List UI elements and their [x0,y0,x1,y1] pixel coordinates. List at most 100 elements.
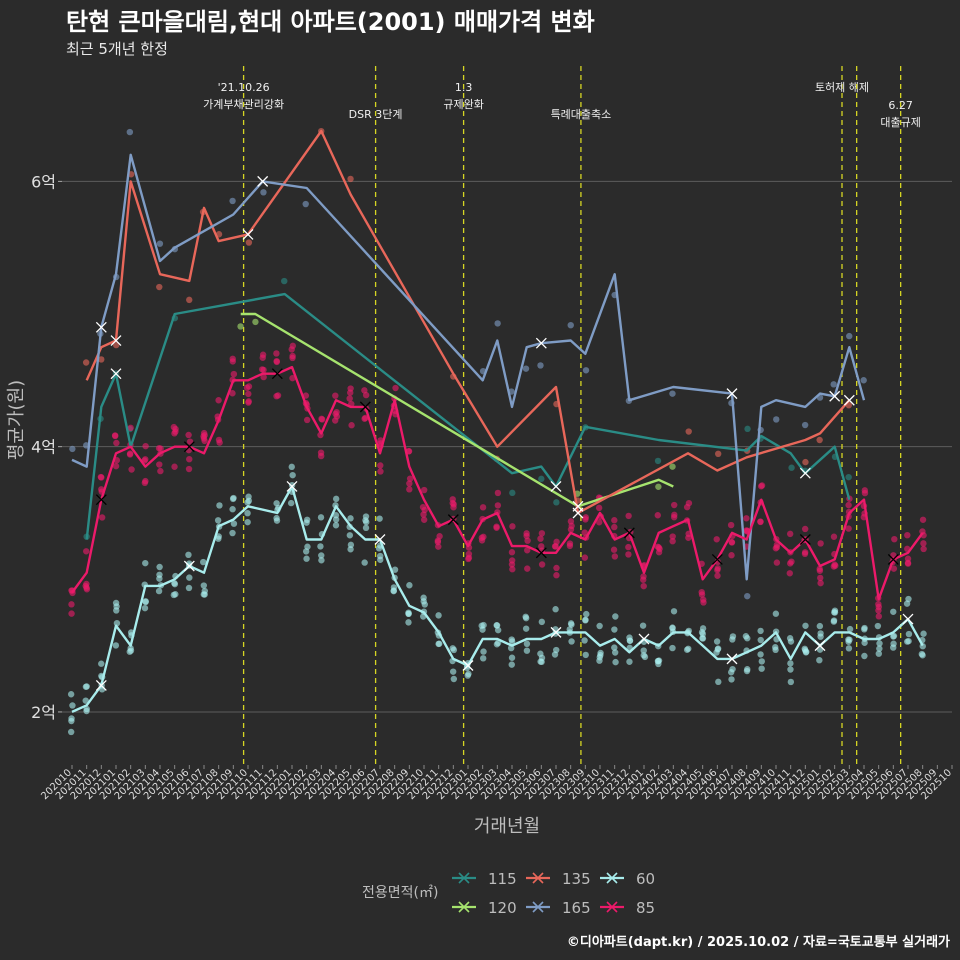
series-85-dot-6-1 [155,445,163,452]
series-85-dot-40-4 [654,543,661,550]
series-85-dot-57-2 [904,559,912,567]
series-165-dot-19-0 [669,390,676,397]
series-85-dot-0-0 [68,610,75,617]
series-85-dot-11-2 [229,358,237,365]
series-85-dot-16-1 [303,416,311,424]
legend-label-60: 60 [636,870,655,888]
series-85-dot-28-0 [479,504,487,511]
series-60-dot-20-4 [376,552,384,560]
series-165-dot-9-0 [302,200,309,208]
series-85-dot-52-4 [830,563,838,570]
series-85-dot-23-3 [406,486,413,493]
series-165-dot-15-0 [567,321,574,329]
series-60-dot-7-2 [171,579,178,587]
series-60-marker-8 [183,560,195,572]
series-60-dot-16-3 [318,557,325,564]
series-85-dot-33-2 [553,572,560,579]
series-60-dot-2-2 [98,660,105,667]
series-60-dot-9-4 [201,591,208,598]
series-85-dot-20-2 [362,391,370,399]
series-165-dot-7-0 [229,197,236,205]
series-85-dot-56-0 [891,535,898,543]
series-85-dot-26-4 [450,501,457,508]
series-115-dot-6-0 [509,489,516,497]
series-85-dot-1-4 [83,584,90,591]
series-60-dot-25-0 [449,668,457,675]
series-85-dot-51-4 [817,540,824,547]
series-85-dot-30-1 [508,549,516,556]
series-85-dot-3-3 [112,462,120,470]
series-85-dot-52-1 [830,533,838,540]
series-60-dot-53-2 [861,652,868,660]
series-60-dot-12-0 [244,509,251,517]
series-135-marker-20 [843,394,855,406]
series-85-dot-37-0 [611,523,618,531]
series-85-dot-18-0 [332,392,339,399]
legend-swatch-mark-115 [458,872,470,884]
event-label-2-a: 1.3 [455,81,473,94]
series-85-dot-53-3 [845,525,852,532]
series-135-dot-16-0 [714,450,722,458]
series-60-dot-19-1 [361,559,368,566]
series-85-dot-20-4 [362,414,369,422]
series-135-marker-2 [110,335,122,347]
series-60-dot-21-0 [391,566,399,573]
legend-swatch-mark-60 [606,872,618,884]
series-60-dot-54-4 [876,640,883,647]
series-85-dot-38-3 [625,551,632,558]
series-60-dot-7-4 [170,591,178,599]
series-60-dot-6-3 [156,571,163,578]
series-85-dot-45-4 [728,552,735,559]
legend-swatch-mark-135 [532,872,544,884]
series-135-dot-1-0 [98,356,105,363]
series-120-dot-1-0 [252,318,259,326]
series-85-dot-13-4 [260,366,267,374]
series-60-dot-15-1 [303,519,310,526]
series-60-dot-22-0 [406,582,413,589]
series-135-dot-15-0 [685,428,692,435]
series-60-dot-19-4 [362,517,369,524]
series-60-dot-34-0 [582,651,589,659]
series-135-dot-19-0 [816,436,823,444]
series-60-dot-42-2 [699,625,707,632]
series-60-dot-36-4 [611,626,618,633]
series-85-dot-14-1 [273,350,280,357]
series-85-dot-10-2 [215,397,222,404]
series-60-dot-45-4 [743,667,751,675]
series-85-dot-51-1 [817,579,824,587]
series-60-dot-21-3 [390,587,397,594]
series-85-dot-11-0 [230,370,238,378]
series-85-dot-14-4 [273,357,280,365]
series-85-dot-42-4 [685,499,693,507]
series-60-dot-46-2 [758,665,765,672]
series-60-dot-32-0 [552,606,559,613]
series-60-dot-8-3 [185,551,192,559]
series-60-dot-3-2 [113,607,120,614]
series-165-dot-13-0 [522,365,530,372]
series-60-dot-40-3 [669,624,676,631]
series-85-dot-32-3 [538,530,546,537]
series-60-dot-16-0 [317,543,324,550]
series-85-dot-41-4 [670,513,678,521]
legend-swatch-mark-165 [532,901,544,913]
series-85-dot-9-3 [201,432,208,439]
series-60-dot-1-4 [82,683,90,690]
series-60-dot-55-4 [890,608,897,615]
series-60-dot-11-4 [230,494,237,502]
series-85-dot-8-4 [185,465,193,473]
series-60-dot-1-3 [83,705,90,713]
series-60-marker-44 [726,653,738,665]
series-85-dot-51-0 [817,574,824,582]
series-85-dot-24-1 [420,516,428,523]
series-85-dot-51-3 [816,567,824,574]
series-85-dot-33-4 [551,543,559,550]
legend-label-135: 135 [562,870,591,888]
event-label-0-a: '21.10.26 [218,81,270,94]
series-85-marker-26 [447,514,459,526]
series-85-dot-6-2 [156,461,163,468]
series-165-dot-11-0 [494,320,501,327]
series-60-dot-10-4 [216,502,223,509]
series-85-dot-46-3 [743,527,750,534]
series-85-dot-13-3 [260,373,267,381]
series-85-dot-2-3 [98,514,106,521]
